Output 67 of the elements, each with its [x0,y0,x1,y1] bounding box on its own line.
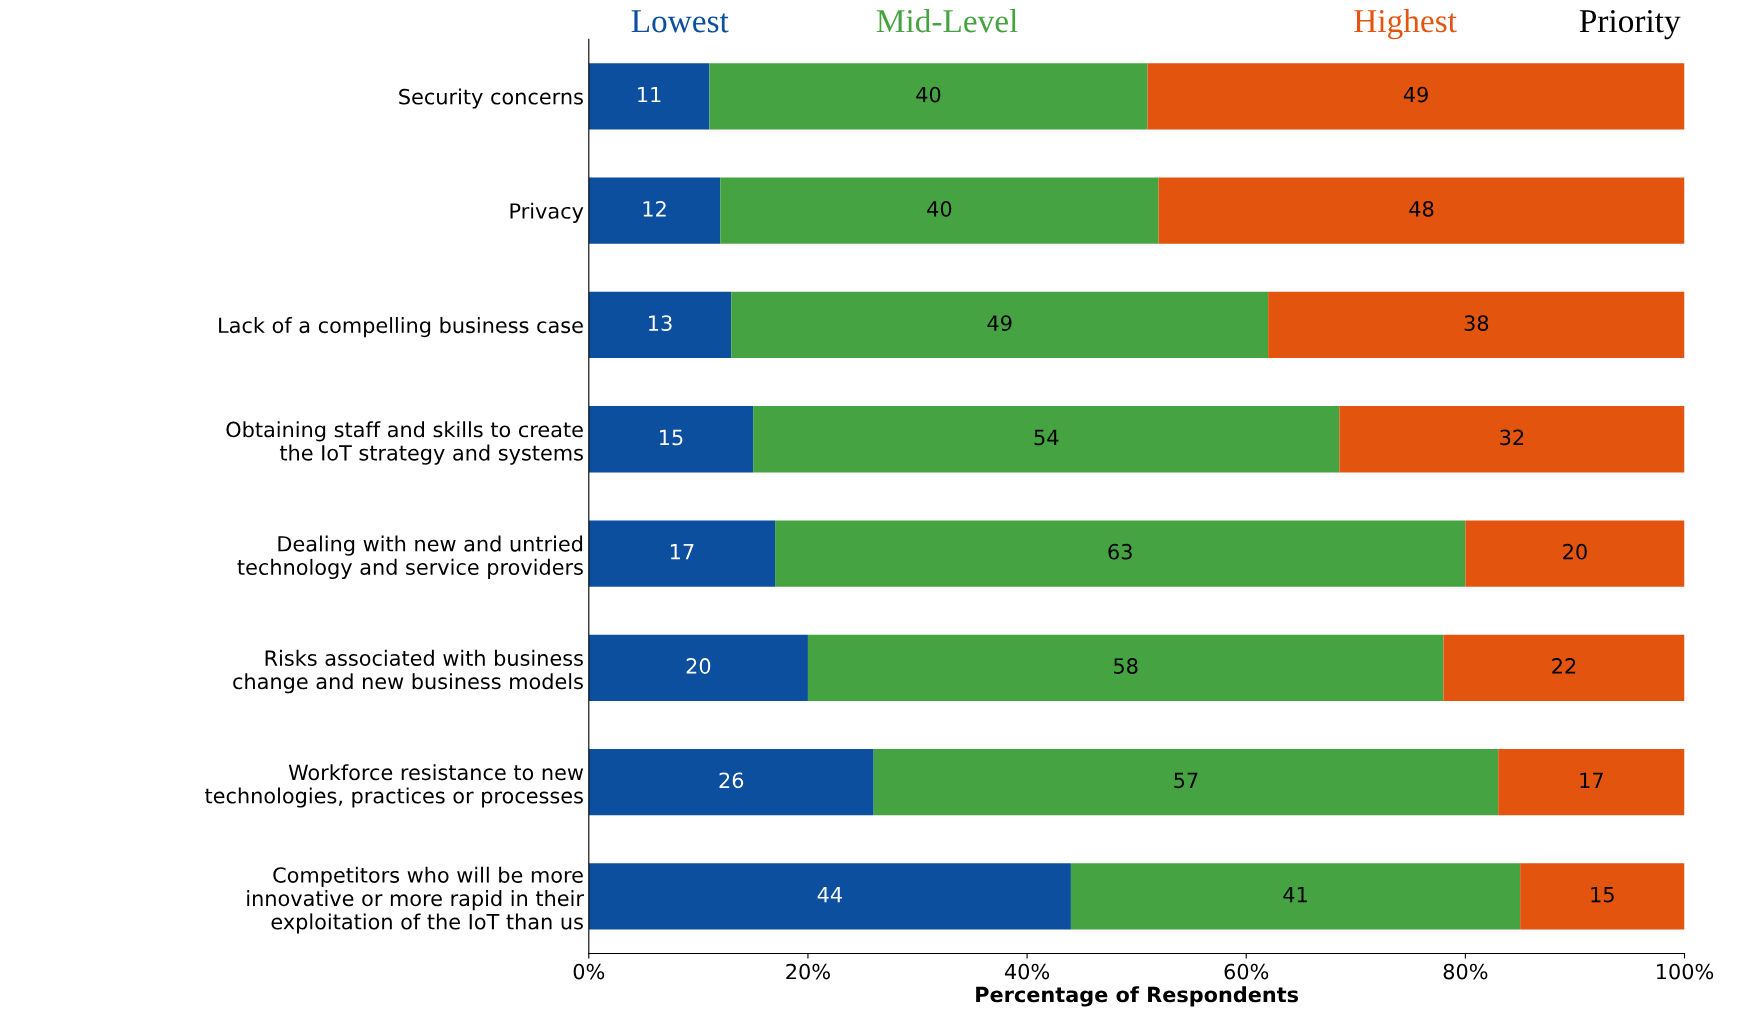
data-label: 48 [1409,200,1434,217]
y-tick-label: Privacy [510,202,584,223]
bar [1339,406,1685,473]
bar [1070,863,1521,930]
x-tick-label: 80% [1443,963,1488,980]
bar [775,520,1466,587]
data-label: 20 [1563,543,1587,560]
x-tick-label: 0% [573,963,605,980]
y-tick-label: Obtaining staff and skills to create the IoT strategy and systems [226,421,583,465]
bar [1268,291,1685,359]
x-tick-label: 40% [1004,963,1050,980]
data-label: 17 [670,544,694,560]
data-label: 58 [1114,658,1138,674]
bar [873,748,1499,816]
data-label: 12 [643,200,666,217]
bar [720,177,1159,244]
bar [588,291,732,359]
data-label: 15 [660,429,683,446]
data-label: 26 [719,772,744,789]
data-label: 40 [916,86,941,103]
data-label: 32 [1500,429,1524,446]
data-label: 57 [1174,772,1198,789]
bar [753,406,1340,473]
data-label: 63 [1108,543,1132,560]
series-label: Lowest [631,10,729,33]
data-label: 22 [1552,658,1576,674]
bar [588,520,776,587]
legend-title: Priority [1579,9,1681,40]
data-label: 54 [1034,429,1059,446]
bar [588,63,710,130]
y-tick-label: Competitors who will be more innovative or more rapid in their exploitation of the IoT than us [247,866,584,934]
bar [1498,748,1685,816]
bar [1520,863,1685,930]
y-tick-label: Security concerns [399,88,583,109]
bar [807,634,1444,701]
series-label: Mid-Level [876,8,1018,33]
bar [588,863,1071,930]
data-label: 41 [1283,886,1307,903]
bar [588,748,874,816]
data-label: 44 [817,886,842,903]
y-tick-label: Dealing with new and untried technology and service providers [237,535,583,580]
x-axis-title: Percentage of Respondents [976,986,1299,1007]
data-label: 11 [638,86,661,103]
y-tick-label: Lack of a compelling business case [219,317,583,338]
data-label: 49 [1403,86,1428,103]
bar [588,177,721,244]
x-tick-label: 100% [1657,963,1714,980]
data-label: 15 [1591,886,1614,903]
x-tick-label: 20% [786,963,830,980]
y-tick-label: Risks associated with business change and new business models [233,649,583,694]
bar [588,634,808,701]
y-tick-label: Workforce resistance to new technologies, practices or processes [205,764,584,808]
data-label: 13 [649,315,672,331]
bar [1465,520,1685,587]
x-tick-label: 60% [1224,963,1269,980]
bar [1147,63,1685,130]
bar [1443,634,1685,701]
bar [731,291,1269,359]
bar [588,406,754,473]
series-label: Highest [1354,8,1457,40]
bar [709,63,1148,130]
data-label: 40 [927,200,952,217]
data-label: 17 [1580,772,1603,788]
data-label: 20 [686,658,711,674]
data-label: 49 [987,315,1012,331]
data-label: 38 [1464,315,1489,331]
bar [1158,177,1685,244]
